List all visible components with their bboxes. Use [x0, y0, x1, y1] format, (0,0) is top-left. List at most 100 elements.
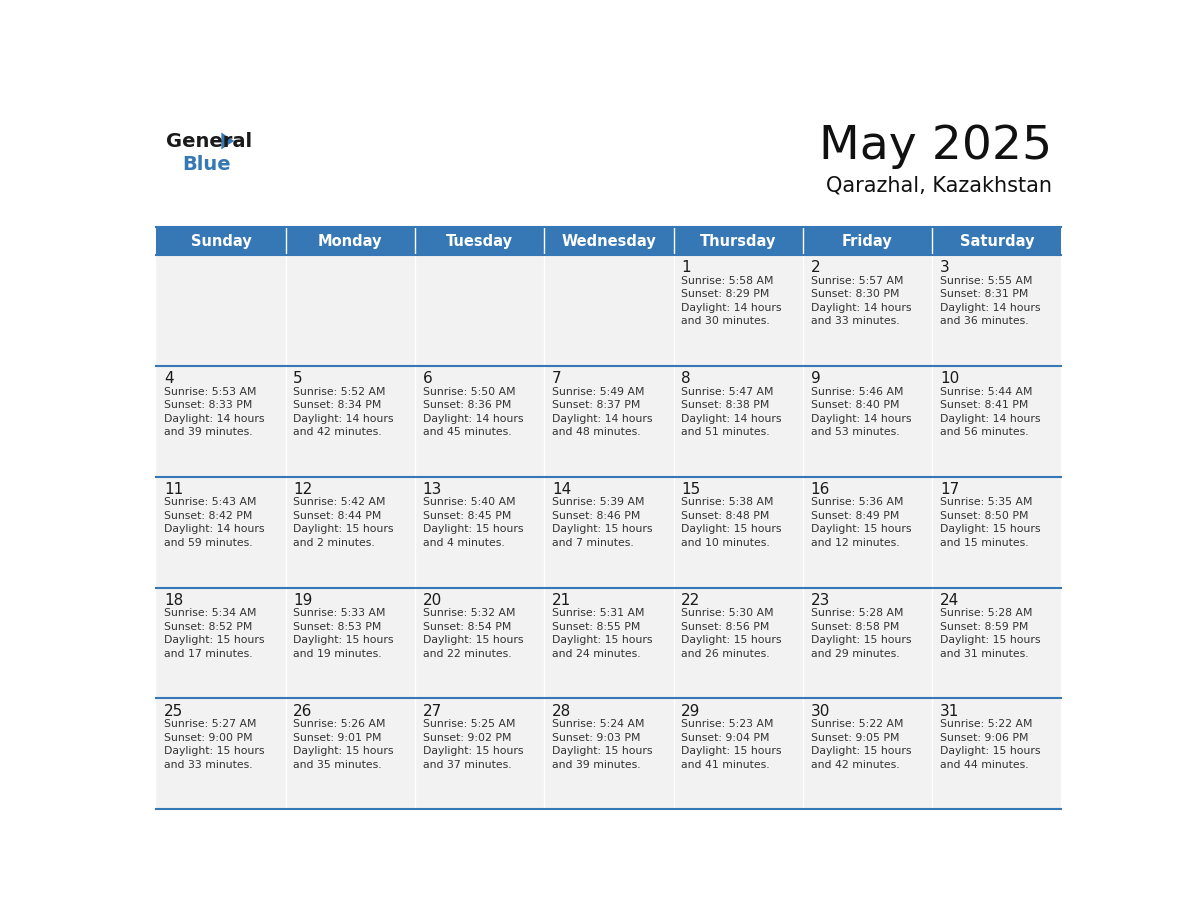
Bar: [285, 365, 415, 476]
Bar: [285, 699, 415, 810]
Text: 30: 30: [810, 704, 830, 719]
Text: Sunrise: 5:36 AM: Sunrise: 5:36 AM: [810, 498, 903, 508]
Text: Daylight: 15 hours: Daylight: 15 hours: [293, 524, 393, 534]
Text: Daylight: 15 hours: Daylight: 15 hours: [810, 635, 911, 645]
Text: and 33 minutes.: and 33 minutes.: [164, 760, 253, 769]
Text: Sunset: 8:56 PM: Sunset: 8:56 PM: [681, 621, 770, 632]
Text: Daylight: 15 hours: Daylight: 15 hours: [681, 635, 782, 645]
Text: 19: 19: [293, 593, 312, 608]
Text: and 15 minutes.: and 15 minutes.: [940, 538, 1029, 548]
Text: 16: 16: [810, 482, 830, 497]
Text: 1: 1: [681, 261, 691, 275]
Bar: [933, 476, 1061, 588]
Text: Sunrise: 5:53 AM: Sunrise: 5:53 AM: [164, 386, 257, 397]
Text: Sunrise: 5:47 AM: Sunrise: 5:47 AM: [681, 386, 773, 397]
Text: Daylight: 14 hours: Daylight: 14 hours: [940, 303, 1041, 313]
Text: and 42 minutes.: and 42 minutes.: [293, 427, 381, 437]
Text: 12: 12: [293, 482, 312, 497]
Text: and 30 minutes.: and 30 minutes.: [681, 316, 770, 326]
Text: Sunrise: 5:44 AM: Sunrise: 5:44 AM: [940, 386, 1032, 397]
Text: Sunset: 8:41 PM: Sunset: 8:41 PM: [940, 400, 1029, 410]
Text: and 39 minutes.: and 39 minutes.: [552, 760, 640, 769]
Bar: [415, 255, 544, 365]
Text: Sunrise: 5:46 AM: Sunrise: 5:46 AM: [810, 386, 903, 397]
Text: Daylight: 14 hours: Daylight: 14 hours: [552, 413, 652, 423]
Text: Sunset: 8:33 PM: Sunset: 8:33 PM: [164, 400, 252, 410]
Bar: [157, 699, 285, 810]
Bar: [803, 365, 933, 476]
Text: 21: 21: [552, 593, 571, 608]
Bar: [803, 699, 933, 810]
Text: Sunset: 8:49 PM: Sunset: 8:49 PM: [810, 511, 899, 521]
Text: Sunrise: 5:23 AM: Sunrise: 5:23 AM: [681, 719, 773, 729]
Text: 13: 13: [423, 482, 442, 497]
Text: and 12 minutes.: and 12 minutes.: [810, 538, 899, 548]
Bar: [544, 365, 674, 476]
Text: Sunrise: 5:50 AM: Sunrise: 5:50 AM: [423, 386, 516, 397]
Text: 5: 5: [293, 371, 303, 386]
Text: and 4 minutes.: and 4 minutes.: [423, 538, 505, 548]
Text: 24: 24: [940, 593, 959, 608]
Text: Sunrise: 5:28 AM: Sunrise: 5:28 AM: [940, 609, 1032, 619]
Text: Sunrise: 5:31 AM: Sunrise: 5:31 AM: [552, 609, 644, 619]
Text: and 41 minutes.: and 41 minutes.: [681, 760, 770, 769]
Text: 17: 17: [940, 482, 959, 497]
Text: Sunrise: 5:24 AM: Sunrise: 5:24 AM: [552, 719, 644, 729]
Text: Monday: Monday: [318, 233, 383, 249]
Text: Sunrise: 5:55 AM: Sunrise: 5:55 AM: [940, 275, 1032, 285]
Text: 26: 26: [293, 704, 312, 719]
Text: Daylight: 15 hours: Daylight: 15 hours: [940, 746, 1041, 756]
Text: and 44 minutes.: and 44 minutes.: [940, 760, 1029, 769]
Text: Friday: Friday: [842, 233, 893, 249]
Bar: [544, 476, 674, 588]
Text: Sunrise: 5:40 AM: Sunrise: 5:40 AM: [423, 498, 516, 508]
Text: Sunset: 8:45 PM: Sunset: 8:45 PM: [423, 511, 511, 521]
Text: Saturday: Saturday: [960, 233, 1034, 249]
Bar: [674, 255, 803, 365]
Text: 11: 11: [164, 482, 183, 497]
Text: Sunrise: 5:49 AM: Sunrise: 5:49 AM: [552, 386, 644, 397]
Text: Sunset: 9:02 PM: Sunset: 9:02 PM: [423, 733, 511, 743]
Bar: [933, 365, 1061, 476]
Text: 27: 27: [423, 704, 442, 719]
Text: Daylight: 14 hours: Daylight: 14 hours: [681, 413, 782, 423]
Text: and 48 minutes.: and 48 minutes.: [552, 427, 640, 437]
Text: Daylight: 15 hours: Daylight: 15 hours: [940, 524, 1041, 534]
Text: and 10 minutes.: and 10 minutes.: [681, 538, 770, 548]
Text: Sunrise: 5:38 AM: Sunrise: 5:38 AM: [681, 498, 773, 508]
Text: Daylight: 15 hours: Daylight: 15 hours: [293, 635, 393, 645]
Bar: [803, 227, 933, 255]
Text: 28: 28: [552, 704, 571, 719]
Bar: [933, 227, 1061, 255]
Bar: [933, 255, 1061, 365]
Text: Daylight: 15 hours: Daylight: 15 hours: [681, 746, 782, 756]
Text: Daylight: 15 hours: Daylight: 15 hours: [552, 524, 652, 534]
Bar: [285, 588, 415, 699]
Text: 25: 25: [164, 704, 183, 719]
Text: Thursday: Thursday: [700, 233, 776, 249]
Text: and 33 minutes.: and 33 minutes.: [810, 316, 899, 326]
Text: Sunrise: 5:34 AM: Sunrise: 5:34 AM: [164, 609, 257, 619]
Text: Sunset: 9:00 PM: Sunset: 9:00 PM: [164, 733, 253, 743]
Text: 9: 9: [810, 371, 821, 386]
Text: Sunrise: 5:39 AM: Sunrise: 5:39 AM: [552, 498, 644, 508]
Text: 2: 2: [810, 261, 820, 275]
Bar: [674, 699, 803, 810]
Text: Sunset: 9:06 PM: Sunset: 9:06 PM: [940, 733, 1029, 743]
Text: 3: 3: [940, 261, 949, 275]
Bar: [674, 227, 803, 255]
Bar: [415, 476, 544, 588]
Text: Sunrise: 5:43 AM: Sunrise: 5:43 AM: [164, 498, 257, 508]
Text: 10: 10: [940, 371, 959, 386]
Text: 18: 18: [164, 593, 183, 608]
Text: Daylight: 15 hours: Daylight: 15 hours: [423, 746, 523, 756]
Bar: [544, 588, 674, 699]
Text: Daylight: 15 hours: Daylight: 15 hours: [552, 635, 652, 645]
Bar: [674, 588, 803, 699]
Text: Daylight: 15 hours: Daylight: 15 hours: [423, 524, 523, 534]
Text: Sunrise: 5:57 AM: Sunrise: 5:57 AM: [810, 275, 903, 285]
Bar: [544, 699, 674, 810]
Bar: [415, 699, 544, 810]
Text: 14: 14: [552, 482, 571, 497]
Bar: [415, 227, 544, 255]
